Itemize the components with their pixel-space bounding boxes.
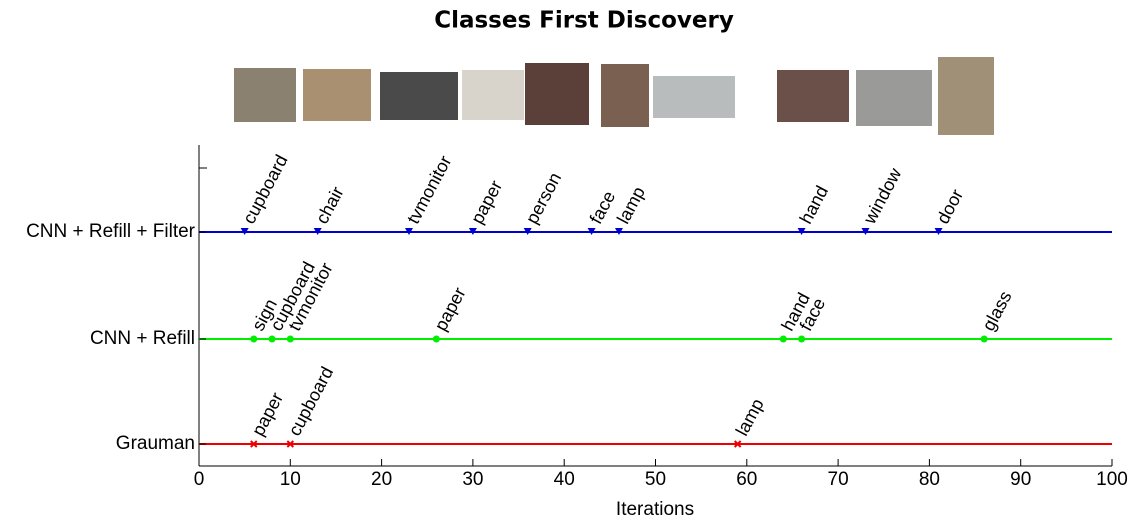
- x-tick-label: 40: [554, 469, 575, 490]
- event-label: glass: [978, 288, 1015, 335]
- event-label: paper: [467, 177, 506, 227]
- photo: [380, 72, 458, 120]
- photo: [856, 70, 932, 126]
- marker: [779, 335, 787, 343]
- event-label: face: [586, 188, 620, 227]
- photo: [938, 57, 994, 135]
- event-label: chair: [312, 183, 348, 227]
- photo: [601, 64, 649, 127]
- x-tick-label: 30: [462, 469, 483, 490]
- marker: [861, 228, 870, 235]
- chart-title: Classes First Discovery: [434, 8, 734, 34]
- photo-strip: [234, 57, 994, 135]
- photo: [303, 69, 371, 121]
- x-tick-label: 90: [1010, 469, 1031, 490]
- marker: [980, 335, 988, 343]
- x-tick-label: 20: [371, 469, 392, 490]
- marker: [797, 228, 806, 235]
- marker: [432, 335, 440, 343]
- x-tick-label: 60: [736, 469, 757, 490]
- marker: [614, 228, 623, 235]
- x-tick-label: 0: [194, 469, 205, 490]
- event-label: lamp: [613, 183, 649, 227]
- marker: [587, 228, 596, 235]
- event-label: paper: [430, 284, 469, 334]
- event-label: person: [522, 169, 566, 227]
- marker: [250, 335, 258, 343]
- event-label: paper: [248, 389, 287, 439]
- x-tick-label: 100: [1096, 469, 1128, 490]
- x-tick-label: 50: [645, 469, 666, 490]
- marker: [798, 335, 806, 343]
- event-label: tvmonitor: [403, 152, 455, 227]
- marker: [240, 228, 249, 235]
- marker: [468, 228, 477, 235]
- event-label: window: [859, 164, 906, 228]
- marker: [313, 228, 322, 235]
- marker: [268, 335, 276, 343]
- event-label: hand: [796, 182, 832, 227]
- y-tick-label: Grauman: [116, 433, 195, 454]
- marker: [404, 228, 413, 235]
- x-tick-label: 80: [919, 469, 940, 490]
- photo: [462, 70, 524, 120]
- photo: [234, 68, 296, 122]
- event-label: lamp: [732, 395, 768, 439]
- x-tick-label: 70: [828, 469, 849, 490]
- marker: [286, 440, 295, 448]
- marker: [733, 440, 742, 448]
- photo: [653, 76, 735, 118]
- y-tick-label: CNN + Refill + Filter: [26, 221, 196, 242]
- event-label: cupboard: [284, 363, 337, 439]
- marker: [250, 440, 258, 448]
- marker: [286, 335, 294, 343]
- photo: [525, 63, 589, 125]
- y-tick-label: CNN + Refill: [90, 328, 195, 349]
- event-label: door: [933, 186, 968, 227]
- marker: [934, 228, 943, 235]
- x-axis-label: Iterations: [616, 499, 694, 520]
- event-label: cupboard: [239, 151, 292, 227]
- photo: [777, 70, 849, 122]
- x-tick-label: 10: [280, 469, 301, 490]
- marker: [523, 228, 532, 235]
